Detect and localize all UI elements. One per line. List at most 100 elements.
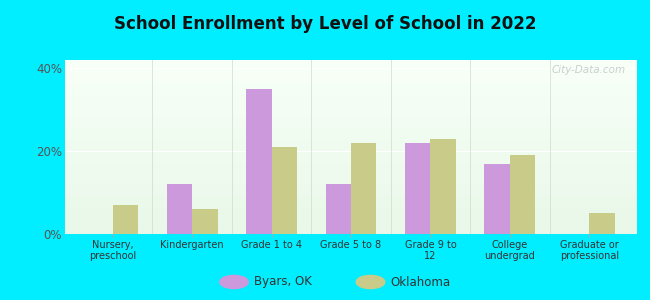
Bar xyxy=(65,107,637,109)
Bar xyxy=(65,192,637,194)
Bar xyxy=(272,147,297,234)
Bar xyxy=(65,166,637,168)
Bar xyxy=(65,60,637,62)
Bar xyxy=(65,143,637,145)
Bar xyxy=(65,169,637,171)
Bar xyxy=(65,232,637,234)
Bar xyxy=(65,133,637,135)
Bar xyxy=(65,88,637,90)
Bar xyxy=(65,86,637,88)
Bar xyxy=(65,185,637,187)
Bar xyxy=(65,230,637,232)
Bar xyxy=(65,218,637,220)
Bar xyxy=(112,205,138,234)
Bar xyxy=(590,213,615,234)
Bar xyxy=(65,184,637,185)
Bar xyxy=(65,180,637,182)
Bar xyxy=(65,62,637,64)
Bar xyxy=(65,110,637,112)
Bar xyxy=(430,139,456,234)
Bar xyxy=(65,74,637,76)
Bar xyxy=(65,126,637,128)
Bar xyxy=(65,224,637,225)
Bar xyxy=(65,116,637,117)
Bar xyxy=(65,138,637,140)
Bar xyxy=(65,109,637,110)
Bar xyxy=(65,91,637,93)
Bar xyxy=(65,182,637,184)
Bar xyxy=(65,67,637,69)
Bar xyxy=(65,84,637,86)
Bar xyxy=(65,161,637,163)
Bar xyxy=(65,197,637,199)
Bar xyxy=(166,184,192,234)
Bar xyxy=(65,105,637,107)
Bar xyxy=(65,140,637,142)
Bar xyxy=(65,77,637,79)
Bar xyxy=(65,158,637,159)
Bar xyxy=(65,149,637,151)
Bar xyxy=(65,164,637,166)
Bar xyxy=(65,196,637,197)
Bar xyxy=(65,72,637,74)
Bar xyxy=(65,204,637,206)
Bar xyxy=(65,135,637,137)
Bar xyxy=(65,177,637,178)
Bar xyxy=(65,131,637,133)
Bar xyxy=(65,119,637,121)
Bar xyxy=(65,81,637,82)
Bar xyxy=(65,194,637,196)
Bar xyxy=(65,171,637,173)
Bar xyxy=(65,65,637,67)
Bar xyxy=(65,173,637,175)
Bar xyxy=(65,156,637,158)
Bar xyxy=(65,175,637,177)
Bar xyxy=(65,76,637,77)
Bar xyxy=(326,184,351,234)
Bar xyxy=(65,168,637,170)
Bar xyxy=(65,98,637,100)
Text: Byars, OK: Byars, OK xyxy=(254,275,311,289)
Text: City-Data.com: City-Data.com xyxy=(551,65,625,75)
Bar xyxy=(65,70,637,72)
Bar xyxy=(65,151,637,152)
Text: Oklahoma: Oklahoma xyxy=(390,275,450,289)
Bar xyxy=(65,201,637,203)
Bar xyxy=(65,187,637,189)
Bar xyxy=(192,209,218,234)
Text: School Enrollment by Level of School in 2022: School Enrollment by Level of School in … xyxy=(114,15,536,33)
Bar xyxy=(65,145,637,147)
Bar xyxy=(65,159,637,161)
Bar xyxy=(65,123,637,124)
Bar xyxy=(65,212,637,213)
Bar xyxy=(65,121,637,123)
Bar xyxy=(65,114,637,116)
Bar xyxy=(65,69,637,70)
Bar xyxy=(65,215,637,217)
Bar xyxy=(65,225,637,227)
Bar xyxy=(65,203,637,204)
Bar xyxy=(65,227,637,229)
Bar xyxy=(65,100,637,102)
Bar xyxy=(65,199,637,201)
Bar xyxy=(65,82,637,84)
Bar xyxy=(65,217,637,218)
Bar xyxy=(65,229,637,230)
Bar xyxy=(65,213,637,215)
Bar xyxy=(510,155,536,234)
Bar xyxy=(65,97,637,98)
Bar xyxy=(65,112,637,114)
Bar xyxy=(65,147,637,149)
Bar xyxy=(65,90,637,91)
Bar xyxy=(65,220,637,222)
Bar xyxy=(65,102,637,103)
Bar xyxy=(65,178,637,180)
Bar xyxy=(65,154,637,156)
Bar xyxy=(65,189,637,190)
Bar xyxy=(65,93,637,95)
Bar xyxy=(65,208,637,210)
Bar xyxy=(65,152,637,154)
Bar xyxy=(351,143,376,234)
Bar xyxy=(65,163,637,164)
Bar xyxy=(65,210,637,212)
